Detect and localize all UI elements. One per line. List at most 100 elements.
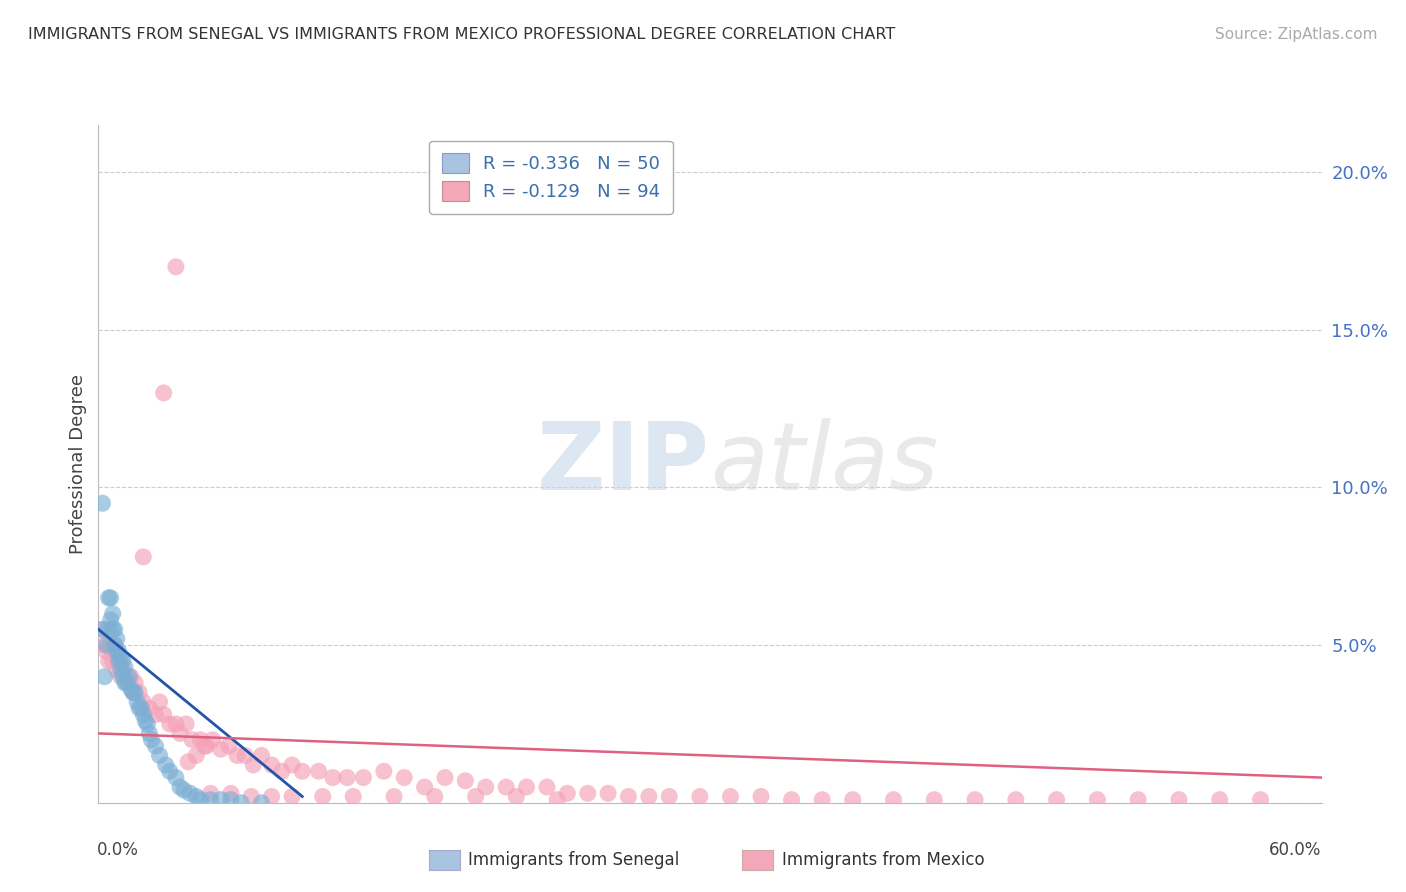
Point: [423, 789, 446, 804]
Point: [841, 792, 863, 806]
Point: [179, 786, 201, 800]
Point: [93, 670, 115, 684]
Point: [749, 789, 772, 804]
Point: [165, 260, 187, 274]
Point: [281, 758, 304, 772]
Point: [96, 644, 118, 658]
Point: [186, 789, 208, 804]
Point: [129, 701, 152, 715]
Point: [132, 707, 155, 722]
Point: [132, 695, 155, 709]
Point: [617, 789, 640, 804]
Point: [96, 638, 118, 652]
Point: [226, 748, 249, 763]
Point: [352, 771, 374, 785]
Point: [152, 385, 174, 400]
Point: [97, 591, 120, 605]
Point: [97, 623, 120, 637]
Point: [91, 496, 114, 510]
Point: [413, 780, 436, 794]
Point: [336, 771, 359, 785]
Point: [546, 792, 568, 806]
Point: [811, 792, 834, 806]
Text: 0.0%: 0.0%: [97, 840, 138, 859]
Point: [434, 771, 457, 785]
Point: [1004, 792, 1026, 806]
Text: ZIP: ZIP: [537, 417, 710, 510]
Point: [780, 792, 803, 806]
Point: [195, 739, 218, 753]
Point: [188, 732, 212, 747]
Point: [100, 638, 122, 652]
Point: [536, 780, 558, 794]
Point: [136, 717, 159, 731]
Point: [138, 701, 160, 715]
Point: [114, 676, 136, 690]
Point: [101, 607, 124, 621]
Point: [209, 742, 232, 756]
Point: [100, 613, 122, 627]
Point: [145, 739, 167, 753]
Point: [233, 748, 256, 763]
Point: [312, 789, 335, 804]
Point: [689, 789, 711, 804]
Point: [965, 792, 987, 806]
Point: [111, 664, 134, 678]
Text: Immigrants from Senegal: Immigrants from Senegal: [468, 851, 679, 869]
Point: [97, 654, 120, 668]
Point: [201, 732, 224, 747]
Point: [141, 732, 163, 747]
Point: [149, 695, 172, 709]
Point: [169, 780, 191, 794]
Point: [118, 670, 141, 684]
Point: [105, 664, 128, 678]
Point: [110, 650, 132, 665]
Point: [159, 717, 181, 731]
Point: [128, 685, 150, 699]
Point: [122, 685, 145, 699]
Point: [145, 707, 167, 722]
Point: [120, 682, 142, 697]
Point: [186, 748, 208, 763]
Point: [114, 660, 136, 674]
Point: [291, 764, 314, 779]
Point: [115, 676, 138, 690]
Point: [155, 758, 177, 772]
Point: [382, 789, 405, 804]
Point: [101, 623, 124, 637]
Point: [260, 789, 283, 804]
Point: [120, 670, 142, 684]
Point: [922, 792, 945, 806]
Point: [209, 792, 232, 806]
Point: [342, 789, 364, 804]
Point: [122, 685, 145, 699]
Point: [104, 623, 127, 637]
Point: [219, 786, 242, 800]
Point: [138, 726, 160, 740]
Point: [281, 789, 304, 804]
Text: atlas: atlas: [710, 418, 938, 509]
Point: [124, 685, 146, 699]
Point: [1128, 792, 1150, 806]
Point: [159, 764, 181, 779]
Text: IMMIGRANTS FROM SENEGAL VS IMMIGRANTS FROM MEXICO PROFESSIONAL DEGREE CORRELATIO: IMMIGRANTS FROM SENEGAL VS IMMIGRANTS FR…: [28, 27, 896, 42]
Point: [105, 644, 128, 658]
Point: [128, 701, 150, 715]
Point: [1249, 792, 1271, 806]
Point: [516, 780, 538, 794]
Point: [115, 676, 138, 690]
Text: 60.0%: 60.0%: [1270, 840, 1322, 859]
Point: [250, 796, 273, 810]
Point: [454, 773, 477, 788]
Point: [104, 638, 127, 652]
Point: [392, 771, 416, 785]
Point: [1045, 792, 1069, 806]
Point: [132, 549, 155, 564]
Point: [118, 676, 141, 690]
Point: [193, 739, 215, 753]
Point: [250, 748, 273, 763]
Point: [173, 783, 195, 797]
Point: [218, 739, 240, 753]
Point: [495, 780, 517, 794]
Point: [373, 764, 395, 779]
